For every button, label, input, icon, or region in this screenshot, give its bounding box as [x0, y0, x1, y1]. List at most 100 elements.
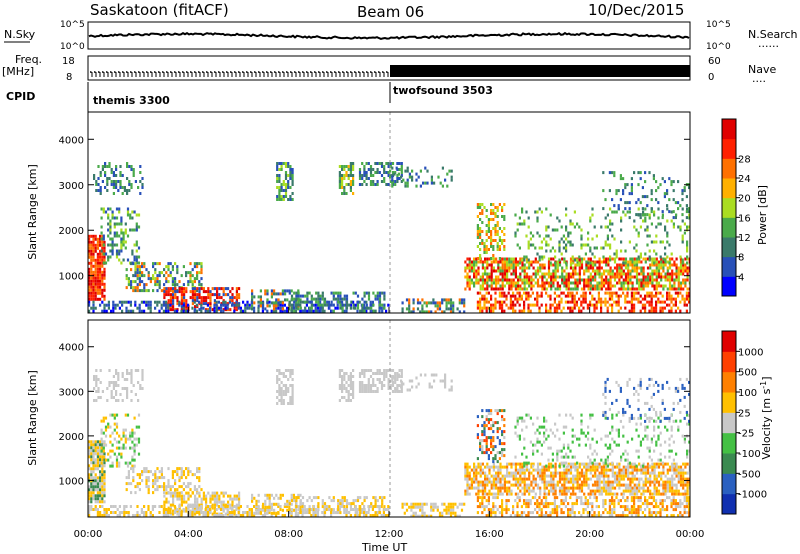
scatter-cell: [278, 393, 281, 396]
scatter-cell: [648, 291, 651, 295]
scatter-cell: [569, 281, 573, 285]
scatter-cell: [657, 266, 661, 270]
scatter-cell: [481, 306, 484, 310]
scatter-cell: [550, 257, 553, 261]
scatter-cell: [94, 488, 97, 492]
scatter-cell: [112, 171, 115, 174]
scatter-cell: [109, 237, 112, 241]
scatter-cell: [582, 243, 585, 247]
scatter-cell: [359, 508, 362, 512]
scatter-cell: [349, 183, 352, 186]
scatter-cell: [644, 278, 647, 282]
scatter-cell: [88, 243, 91, 247]
scatter-cell: [178, 506, 181, 510]
scatter-cell: [182, 306, 185, 310]
scatter-cell: [684, 269, 687, 273]
scatter-cell: [490, 233, 493, 236]
scatter-cell: [361, 297, 364, 301]
scatter-cell: [481, 287, 484, 291]
scatter-cell: [96, 461, 99, 465]
scatter-cell: [255, 505, 258, 508]
scatter-cell: [268, 508, 271, 512]
scatter-cell: [630, 189, 633, 193]
scatter-cell: [452, 307, 455, 311]
scatter-cell: [622, 263, 625, 267]
scatter-cell: [137, 246, 141, 250]
scatter-cell: [266, 505, 269, 509]
scatter-cell: [222, 503, 225, 507]
scatter-cell: [187, 506, 190, 510]
scatter-cell: [432, 508, 435, 512]
scatter-cell: [200, 283, 203, 287]
scatter-cell: [452, 304, 455, 308]
scatter-cell: [99, 476, 102, 480]
scatter-cell: [96, 491, 99, 495]
scatter-cell: [276, 396, 279, 399]
scatter-cell: [107, 425, 110, 429]
scatter-cell: [387, 303, 390, 307]
scatter-cell: [266, 304, 269, 308]
scatter-cell: [94, 285, 97, 289]
scatter-cell: [280, 381, 283, 384]
scatter-cell: [314, 514, 317, 517]
scatter-cell: [286, 508, 289, 512]
scatter-cell: [549, 294, 552, 298]
scatter-cell: [182, 473, 185, 477]
scatter-cell: [527, 258, 530, 262]
scatter-cell: [567, 272, 570, 276]
scatter-cell: [194, 509, 197, 513]
scatter-cell: [516, 297, 519, 301]
scatter-cell: [103, 511, 106, 514]
scatter-cell: [650, 291, 653, 295]
scatter-cell: [284, 384, 288, 387]
scatter-cell: [638, 278, 641, 282]
scatter-cell: [147, 491, 150, 495]
scatter-cell: [154, 277, 157, 281]
scatter-cell: [606, 291, 609, 295]
scatter-cell: [251, 289, 254, 293]
scatter-cell: [595, 303, 598, 307]
scatter-cell: [108, 162, 111, 165]
scatter-cell: [367, 162, 370, 165]
scatter-cell: [644, 284, 647, 288]
scatter-cell: [421, 307, 424, 311]
scatter-cell: [140, 508, 143, 511]
scatter-cell: [317, 303, 320, 307]
scatter-cell: [224, 306, 227, 310]
scatter-cell: [158, 505, 161, 508]
scatter-cell: [510, 272, 513, 276]
scatter-cell: [120, 243, 123, 247]
scatter-cell: [238, 293, 241, 297]
scatter-cell: [109, 207, 112, 211]
scatter-cell: [372, 303, 375, 307]
scatter-cell: [578, 266, 581, 270]
scatter-cell: [109, 440, 112, 444]
freq-panel: Freq. [MHz] 18 8 60 0 Nave ....: [2, 53, 776, 85]
scatter-cell: [349, 508, 352, 511]
scatter-cell: [341, 180, 344, 183]
scatter-cell: [688, 213, 690, 217]
scatter-cell: [205, 503, 208, 507]
scatter-cell: [96, 443, 99, 447]
scatter-cell: [213, 302, 216, 306]
scatter-cell: [92, 461, 95, 465]
scatter-cell: [347, 174, 350, 177]
scatter-cell: [183, 500, 186, 504]
scatter-cell: [430, 178, 433, 182]
scatter-cell: [158, 262, 161, 266]
scatter-cell: [520, 294, 523, 298]
scatter-cell: [172, 305, 175, 309]
scatter-cell: [268, 300, 271, 304]
scatter-cell: [660, 263, 663, 267]
scatter-cell: [131, 249, 134, 253]
scatter-cell: [289, 369, 292, 372]
scatter-cell: [222, 514, 225, 517]
nsearch-tick-top: 10^5: [706, 20, 731, 30]
scatter-cell: [567, 240, 570, 244]
scatter-cell: [608, 297, 611, 301]
scatter-cell: [532, 266, 535, 270]
scatter-cell: [211, 287, 214, 291]
scatter-cell: [316, 306, 319, 310]
scatter-cell: [587, 281, 590, 285]
scatter-cell: [94, 464, 97, 468]
